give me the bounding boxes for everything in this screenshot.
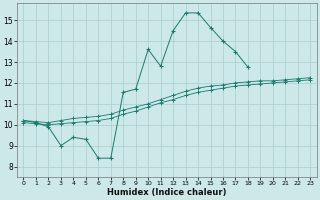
X-axis label: Humidex (Indice chaleur): Humidex (Indice chaleur): [107, 188, 227, 197]
